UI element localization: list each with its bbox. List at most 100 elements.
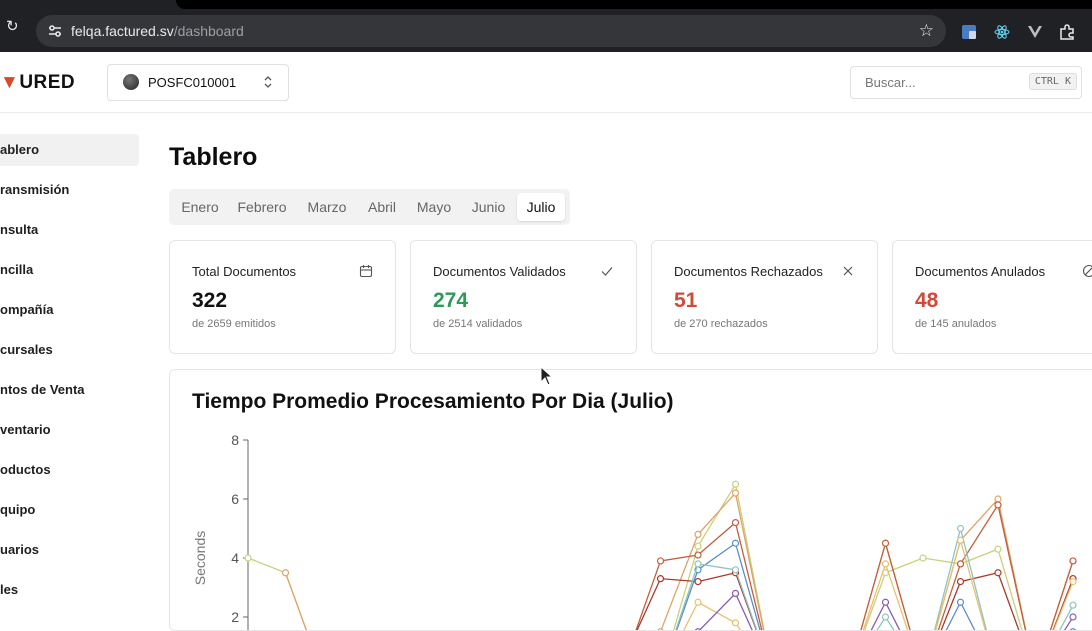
data-point [995,546,1001,552]
y-axis-label: Seconds [192,531,208,585]
tab-mayo[interactable]: Mayo [411,193,457,221]
sidebar-item-tablero[interactable]: ablero [0,134,139,166]
x-icon [841,264,855,278]
address-bar[interactable]: felqa.factured.sv/dashboard ☆ [36,15,946,47]
search-shortcut-badge: CTRL K [1029,73,1077,90]
tab-julio[interactable]: Julio [517,193,565,221]
data-point [1070,629,1076,630]
data-point [695,599,701,605]
data-point [958,537,964,543]
data-point [658,558,664,564]
app-header: ▼URED POSFC010001 Buscar... CTRL K [0,52,1092,113]
tab-enero[interactable]: Enero [175,193,225,221]
card-value: 322 [192,289,227,313]
logo-mark-icon: ▼ [0,72,19,93]
translate-extension-icon[interactable] [961,24,977,40]
app-logo[interactable]: ▼URED [0,72,75,94]
url-path: /dashboard [174,23,244,39]
data-point [658,629,664,630]
chevron-up-down-icon [263,74,273,90]
sidebar-item-usuarios[interactable]: uarios [0,534,139,566]
data-point [733,520,739,526]
data-point [995,502,1001,508]
card-title: Documentos Rechazados [674,264,823,279]
page-title: Tablero [169,143,257,172]
data-point [733,481,739,487]
data-point [733,490,739,496]
sidebar-item-sencilla[interactable]: ncilla [0,254,139,286]
data-point [695,552,701,558]
series-line-s4 [361,573,1074,630]
browser-toolbar: ↻ felqa.factured.sv/dashboard ☆ [0,0,1092,52]
y-tick-label: 4 [231,550,239,566]
data-point [920,555,926,561]
logo-text: URED [19,72,75,93]
data-point [733,620,739,626]
data-point [733,567,739,573]
data-point [733,540,739,546]
card-value: 274 [433,289,468,313]
data-point [695,561,701,567]
data-point [1070,614,1076,620]
tab-marzo[interactable]: Marzo [302,193,352,221]
company-selector[interactable]: POSFC010001 [107,64,289,101]
react-devtools-icon[interactable] [994,24,1010,40]
card-value: 48 [915,289,938,313]
card-subtitle: de 2514 validados [433,318,522,330]
data-point [958,526,964,532]
sidebar-item-equipo[interactable]: quipo [0,494,139,526]
browser-tab-strip [176,0,1092,9]
data-point [245,555,251,561]
sidebar-item-compania[interactable]: ompañía [0,294,139,326]
url-text[interactable]: felqa.factured.sv/dashboard [71,23,244,39]
sidebar-item-productos[interactable]: oductos [0,454,139,486]
card-subtitle: de 2659 emitidos [192,318,276,330]
tab-abril[interactable]: Abril [362,193,402,221]
data-point [958,561,964,567]
sidebar-item-inventario[interactable]: ventario [0,414,139,446]
month-tabs: Enero Febrero Marzo Abril Mayo Junio Jul… [169,189,570,225]
sidebar-item-consulta[interactable]: nsulta [0,214,139,246]
stat-card-validados: Documentos Validados 274 de 2514 validad… [410,240,637,354]
data-point [958,579,964,585]
sidebar-item-transmision[interactable]: ransmisión [0,174,139,206]
data-point [958,599,964,605]
tab-junio[interactable]: Junio [466,193,511,221]
card-subtitle: de 270 rechazados [674,318,768,330]
url-host: felqa.factured.sv [71,23,174,39]
ban-icon [1082,264,1092,278]
sidebar-item-puntos-de-venta[interactable]: ntos de Venta [0,374,139,406]
data-point [283,570,289,576]
card-value: 51 [674,289,697,313]
search-placeholder: Buscar... [865,75,916,90]
mouse-cursor-icon [540,366,552,386]
data-point [695,531,701,537]
tab-febrero[interactable]: Febrero [233,193,291,221]
data-point [883,540,889,546]
calendar-icon [359,264,373,278]
data-point [883,599,889,605]
series-line-s1 [248,484,1073,630]
company-avatar [123,74,139,90]
data-point [1070,558,1076,564]
stat-card-total: Total Documentos 322 de 2659 emitidos [169,240,396,354]
y-tick-label: 6 [231,491,239,507]
processing-time-chart: 02468Seconds [170,370,1092,630]
data-point [695,543,701,549]
data-point [733,590,739,596]
search-input[interactable]: Buscar... CTRL K [850,66,1082,99]
chart-card: Tiempo Promedio Procesamiento Por Dia (J… [169,369,1092,631]
y-tick-label: 8 [231,432,239,448]
extensions-puzzle-icon[interactable] [1059,24,1075,40]
sidebar-item-roles[interactable]: les [0,574,139,606]
site-settings-icon[interactable] [48,24,62,38]
data-point [883,561,889,567]
reload-icon[interactable]: ↻ [6,20,20,34]
vue-devtools-icon[interactable] [1027,24,1043,40]
data-point [695,579,701,585]
data-point [1070,602,1076,608]
data-point [695,629,701,630]
sidebar-item-sucursales[interactable]: cursales [0,334,139,366]
card-title: Documentos Anulados [915,264,1045,279]
bookmark-star-icon[interactable]: ☆ [919,21,934,41]
